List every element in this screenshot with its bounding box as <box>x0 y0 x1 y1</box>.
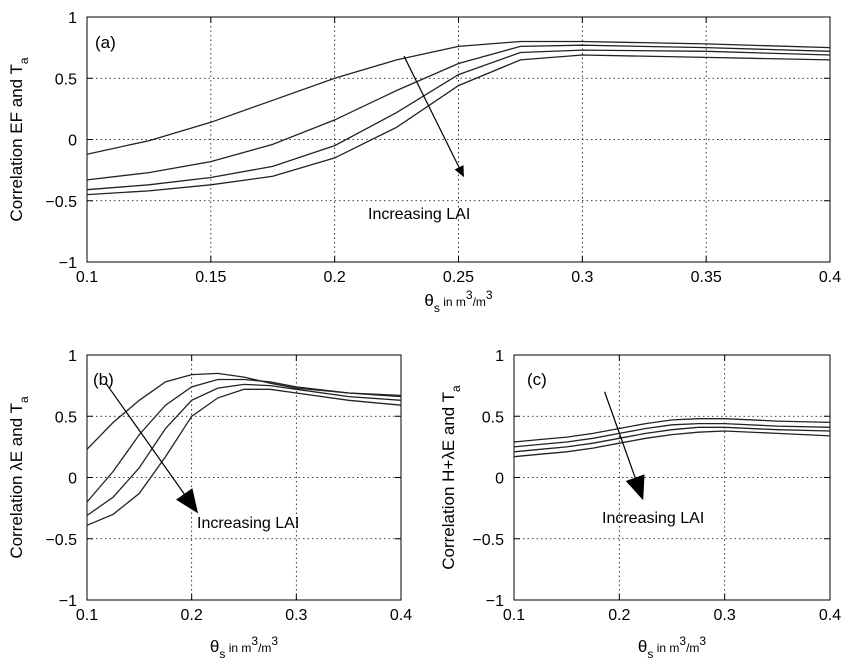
trend-arrow <box>105 382 199 514</box>
annotation-text: Increasing LAI <box>602 510 704 527</box>
x-axis-label: θs in m3/m3 <box>210 634 279 661</box>
y-tick-label: 0 <box>495 471 504 488</box>
series-line-2 <box>513 422 831 448</box>
y-tick-label: −1 <box>486 593 504 610</box>
x-tick-label: 0.15 <box>195 269 226 286</box>
series-line-4 <box>86 54 831 196</box>
x-tick-label: 0.2 <box>608 607 630 624</box>
x-tick-label: 0.2 <box>324 269 346 286</box>
panel-label: (b) <box>93 370 114 389</box>
y-tick-label: −1 <box>59 593 77 610</box>
series-line-4 <box>86 388 402 526</box>
y-axis-label: Correlation H+λE and Ta <box>439 385 463 570</box>
x-tick-label: 0.3 <box>571 269 593 286</box>
x-tick-label: 0.1 <box>76 607 98 624</box>
series-line-3 <box>86 49 831 191</box>
y-tick-label: 0.5 <box>55 409 77 426</box>
x-tick-label: 0.1 <box>76 269 98 286</box>
panel-b: 0.1 0.2 0.3 0.4 −1 −0.5 0 0.5 1 (b) Increasing LAI… <box>7 348 412 661</box>
y-tick-label: 1 <box>68 10 77 27</box>
y-tick-label: −0.5 <box>45 194 77 211</box>
series-line-4 <box>513 430 831 458</box>
annotation-text: Increasing LAI <box>197 515 299 532</box>
x-tick-label: 0.4 <box>390 607 412 624</box>
y-tick-label: −0.5 <box>45 532 77 549</box>
y-tick-label: 0 <box>68 133 77 150</box>
annotation-text: Increasing LAI <box>368 206 470 223</box>
panel-label: (a) <box>95 33 116 52</box>
panel-a: 0.1 0.15 0.2 0.25 0.3 0.35 0.4 −1 −0.5 0 0.5 1 (a) In… <box>7 10 841 315</box>
y-tick-label: 1 <box>68 348 77 365</box>
y-axis-label: Correlation EF and Ta <box>7 57 31 221</box>
y-tick-label: −0.5 <box>472 532 504 549</box>
series-line-3 <box>86 383 402 517</box>
y-tick-label: 0.5 <box>55 71 77 88</box>
series-line-1 <box>513 418 831 443</box>
x-tick-label: 0.3 <box>714 607 736 624</box>
series-line-1 <box>86 372 402 450</box>
x-tick-label: 0.3 <box>285 607 307 624</box>
panel-c: 0.1 0.2 0.3 0.4 −1 −0.5 0 0.5 1 (c) Increasing LAI… <box>439 348 841 661</box>
x-tick-label: 0.25 <box>443 269 474 286</box>
y-tick-label: 0 <box>68 471 77 488</box>
trend-arrow <box>403 55 464 178</box>
series-line-1 <box>86 40 831 155</box>
grid <box>514 355 830 600</box>
grid <box>87 355 401 600</box>
x-axis-label: θs in m3/m3 <box>638 634 707 661</box>
series-line-2 <box>86 378 402 503</box>
x-tick-label: 0.1 <box>503 607 525 624</box>
trend-arrow <box>604 391 645 501</box>
y-tick-label: −1 <box>59 255 77 272</box>
x-tick-label: 0.4 <box>819 269 841 286</box>
x-tick-label: 0.2 <box>181 607 203 624</box>
x-tick-label: 0.4 <box>819 607 841 624</box>
panel-label: (c) <box>527 370 547 389</box>
series-line-3 <box>513 426 831 453</box>
series-line-2 <box>86 44 831 181</box>
grid <box>87 17 830 262</box>
x-axis-label: θs in m3/m3 <box>424 288 493 315</box>
y-axis-label: Correlation λE and Ta <box>7 396 31 559</box>
y-tick-label: 1 <box>495 348 504 365</box>
x-tick-label: 0.35 <box>691 269 722 286</box>
y-tick-label: 0.5 <box>482 409 504 426</box>
